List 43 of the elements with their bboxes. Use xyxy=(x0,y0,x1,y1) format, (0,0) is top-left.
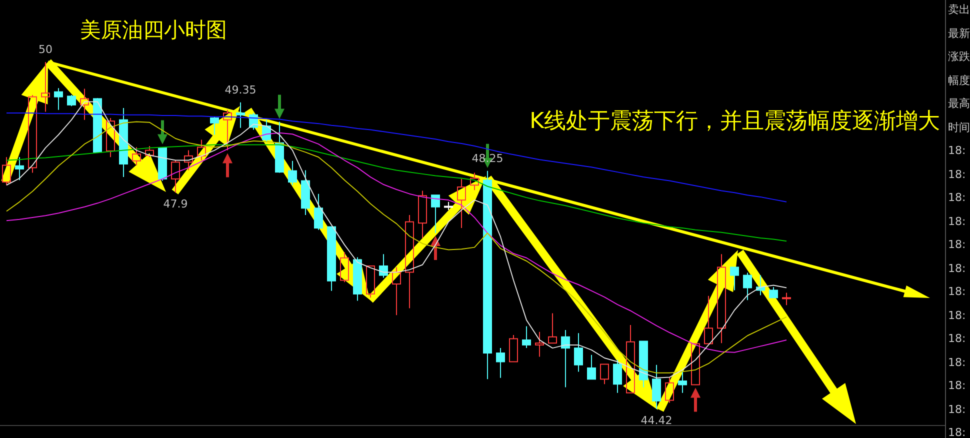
text: 18: xyxy=(948,356,966,370)
candlestick xyxy=(717,254,726,344)
annotation: 49.35 xyxy=(224,83,256,96)
text: 18: xyxy=(948,332,966,346)
annotation: 47.9 xyxy=(163,198,188,211)
chart-title: 美原油四小时图 xyxy=(80,17,227,44)
candlestick xyxy=(457,178,466,229)
candlestick xyxy=(236,102,245,128)
candlestick xyxy=(470,172,479,191)
text: 18: xyxy=(948,402,966,416)
candlestick xyxy=(119,108,128,178)
text: 卖出 xyxy=(948,3,970,17)
candlestick xyxy=(301,170,310,216)
candlestick xyxy=(54,88,63,110)
candlestick xyxy=(652,364,661,409)
candlestick xyxy=(678,370,687,394)
candlestick xyxy=(535,331,544,358)
text: 18: xyxy=(948,285,966,299)
text: 18: xyxy=(948,214,966,228)
text: 最高 xyxy=(948,97,970,111)
text: 18: xyxy=(948,308,966,322)
candlestick xyxy=(483,170,492,380)
annotation: 44.42 xyxy=(640,414,672,427)
candlestick xyxy=(496,348,505,378)
annotation: 50 xyxy=(38,43,52,56)
text: 涨跌 xyxy=(948,50,970,64)
text: 18: xyxy=(948,238,966,252)
text: 18: xyxy=(948,168,966,182)
text: 18: xyxy=(948,144,966,158)
text: 18: xyxy=(948,191,966,205)
annotation: K线处于震荡下行，并且震荡幅度逐渐增大 xyxy=(530,108,940,136)
text: 18: xyxy=(948,379,966,393)
text: 18: xyxy=(948,426,966,438)
candlestick xyxy=(561,330,570,388)
candlestick xyxy=(41,62,50,112)
text: 幅度 xyxy=(948,74,970,88)
text: 18: xyxy=(948,262,966,276)
candlestick xyxy=(418,190,427,238)
candlestick xyxy=(405,214,414,309)
candlestick xyxy=(392,266,401,316)
text: 最新 xyxy=(948,26,970,40)
text: 时间 xyxy=(948,120,970,134)
candlestick xyxy=(80,88,89,120)
